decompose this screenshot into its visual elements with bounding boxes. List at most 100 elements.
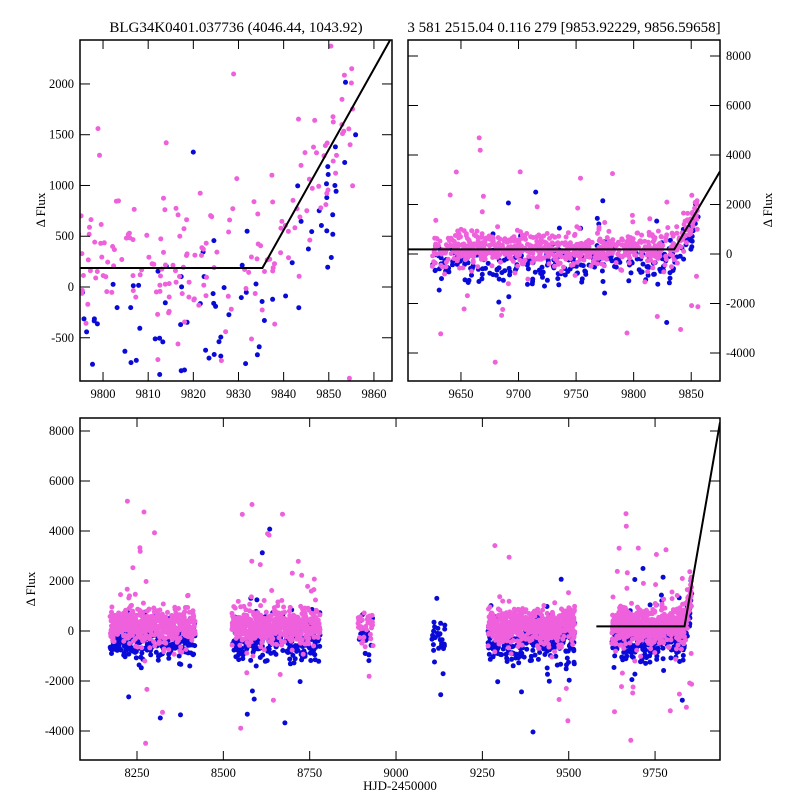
dataset-2-point xyxy=(634,614,640,620)
dataset-2-point xyxy=(636,638,642,644)
dataset-2-point xyxy=(554,252,560,258)
dataset-2-point xyxy=(278,225,284,231)
dataset-1-point xyxy=(579,276,585,282)
dataset-2-point xyxy=(280,511,285,517)
dataset-1-point xyxy=(243,361,249,367)
dataset-1-point xyxy=(109,651,114,656)
dataset-2-point xyxy=(159,630,165,636)
dataset-2-point xyxy=(508,619,514,624)
dataset-2-point xyxy=(262,623,268,628)
dataset-2-point xyxy=(464,293,470,299)
dataset-1-point xyxy=(516,660,522,666)
dataset-1-point xyxy=(505,200,511,206)
dataset-2-point xyxy=(547,235,552,241)
dataset-2-point xyxy=(517,257,523,263)
dataset-1-point xyxy=(436,632,442,637)
dataset-2-point xyxy=(182,609,188,615)
dataset-2-point xyxy=(152,643,158,649)
dataset-2-point xyxy=(161,635,167,641)
dataset-2-point xyxy=(104,289,110,295)
dataset-2-point xyxy=(239,511,245,517)
dataset-2-point xyxy=(525,631,531,636)
dataset-1-point xyxy=(432,268,438,274)
dataset-1-point xyxy=(122,348,128,354)
dataset-1-point xyxy=(296,305,302,311)
dataset-2-point xyxy=(660,628,666,634)
dataset-2-point xyxy=(673,656,679,662)
dataset-2-point xyxy=(544,231,550,236)
dataset-1-point xyxy=(138,665,144,671)
dataset-2-point xyxy=(289,570,295,576)
dataset-2-point xyxy=(434,236,440,242)
dataset-2-point xyxy=(246,269,252,275)
dataset-2-point xyxy=(438,331,444,337)
dataset-2-point xyxy=(535,241,541,246)
dataset-1-point xyxy=(343,79,348,85)
dataset-2-point xyxy=(186,633,192,639)
dataset-2-point xyxy=(80,251,85,257)
dataset-1-point xyxy=(562,272,568,278)
dataset-2-point xyxy=(571,607,577,613)
dataset-2-point xyxy=(466,237,472,243)
dataset-1-point xyxy=(510,663,516,669)
dataset-2-point xyxy=(502,620,508,626)
dataset-1-point xyxy=(221,285,227,291)
dataset-2-point xyxy=(506,598,512,604)
dataset-2-point xyxy=(131,616,137,622)
dataset-1-point xyxy=(190,149,196,155)
dataset-2-point xyxy=(552,649,558,655)
dataset-1-point xyxy=(553,653,559,659)
dataset-1-point xyxy=(307,650,313,656)
dataset-1-point xyxy=(654,218,660,224)
dataset-2-point xyxy=(143,740,149,746)
dataset-2-point xyxy=(315,635,321,640)
dataset-1-point xyxy=(506,294,512,300)
dataset-2-point xyxy=(648,646,654,652)
dataset-2-point xyxy=(508,628,514,633)
dataset-2-point xyxy=(118,592,123,598)
dataset-2-point xyxy=(630,690,636,696)
dataset-2-point xyxy=(138,618,144,624)
dataset-2-point xyxy=(166,294,172,300)
dataset-2-point xyxy=(658,234,664,240)
dataset-1-point xyxy=(287,656,293,662)
dataset-2-point xyxy=(635,629,641,635)
dataset-2-point xyxy=(541,641,547,647)
dataset-2-point xyxy=(502,251,508,257)
dataset-2-point xyxy=(191,297,197,303)
dataset-2-point xyxy=(576,226,582,231)
dataset-1-point xyxy=(177,661,182,667)
dataset-2-point xyxy=(613,260,619,266)
dataset-2-point xyxy=(279,642,284,648)
dataset-1-point xyxy=(298,218,304,224)
dataset-2-point xyxy=(583,249,589,255)
dataset-2-point xyxy=(152,530,157,536)
dataset-2-point xyxy=(612,641,618,647)
dataset-1-point xyxy=(530,647,536,653)
dataset-2-point xyxy=(284,629,290,635)
dataset-2-point xyxy=(661,596,667,602)
dataset-2-point xyxy=(166,647,172,653)
dataset-1-point xyxy=(240,656,246,662)
dataset-2-point xyxy=(158,273,163,279)
dataset-2-point xyxy=(488,242,494,248)
dataset-2-point xyxy=(653,552,659,557)
dataset-2-point xyxy=(652,650,658,656)
dataset-1-point xyxy=(628,270,634,276)
dataset-2-point xyxy=(506,633,512,639)
dataset-2-point xyxy=(679,576,685,581)
dataset-2-point xyxy=(534,234,540,240)
dataset-2-point xyxy=(97,152,102,158)
dataset-1-point xyxy=(108,645,114,651)
dataset-1-point xyxy=(525,281,530,287)
dataset-1-point xyxy=(558,576,564,582)
dataset-2-point xyxy=(674,230,680,236)
dataset-2-point xyxy=(515,263,521,269)
dataset-1-point xyxy=(292,656,298,662)
dataset-1-point xyxy=(441,641,447,647)
dataset-1-point xyxy=(429,636,435,642)
dataset-2-point xyxy=(270,697,276,703)
dataset-2-point xyxy=(274,642,280,647)
dataset-1-point xyxy=(166,655,172,661)
